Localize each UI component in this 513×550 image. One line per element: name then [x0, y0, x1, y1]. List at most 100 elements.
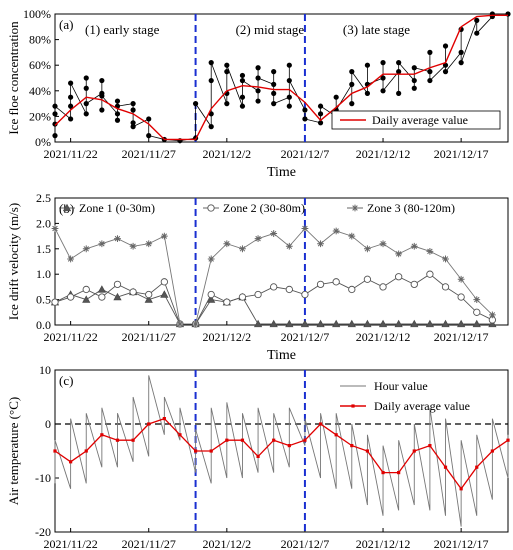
x-tick-label: 2021/12/12 — [356, 537, 411, 550]
data-point — [224, 101, 230, 107]
legend-label: Daily average value — [374, 399, 470, 413]
data-point — [334, 433, 338, 437]
data-point — [99, 77, 105, 84]
data-point — [427, 77, 433, 84]
y-tick-label: 1.0 — [36, 267, 51, 281]
x-tick-label: 2021/11/27 — [122, 147, 176, 161]
data-point — [52, 133, 58, 139]
data-point — [129, 242, 137, 250]
axes-frame — [54, 369, 509, 533]
data-point — [412, 449, 416, 453]
legend-label: Daily average value — [372, 113, 468, 127]
panel-b: 0.0 0.5 1.0 1.5 2.0 2.5 2021/11/22 2021/11/27 20… — [6, 191, 509, 363]
x-tick-label: 2021/12/17 — [434, 537, 489, 550]
data-point — [113, 280, 122, 289]
data-point — [349, 69, 355, 75]
data-point — [255, 65, 261, 71]
data-point — [442, 255, 449, 263]
x-tick-label: 2021/12/2 — [202, 147, 251, 161]
data-point — [130, 101, 136, 107]
data-point — [254, 235, 262, 243]
data-point — [208, 77, 214, 84]
legend-label: Zone 2 (30-80m) — [223, 201, 305, 215]
data-point — [285, 319, 294, 328]
y-tick-label: 60% — [29, 58, 51, 72]
data-point — [192, 101, 199, 107]
data-point — [332, 319, 341, 328]
data-point — [396, 60, 402, 66]
data-point — [428, 444, 432, 448]
data-point — [129, 288, 137, 296]
data-point — [475, 465, 479, 469]
data-point — [238, 293, 247, 301]
data-point — [223, 298, 231, 306]
data-point — [347, 319, 356, 328]
data-point — [286, 77, 292, 84]
data-point — [364, 62, 371, 68]
y-tick-label: 10 — [39, 363, 51, 377]
data-point — [207, 295, 216, 303]
data-point — [84, 449, 88, 453]
data-point — [411, 85, 417, 91]
data-point — [316, 280, 325, 289]
data-point — [396, 69, 402, 75]
y-tick-label: 2.0 — [36, 216, 51, 230]
data-point — [490, 449, 494, 453]
data-point — [239, 72, 246, 79]
data-point — [394, 319, 403, 328]
data-point — [379, 283, 387, 291]
data-point — [115, 438, 120, 442]
data-point — [474, 30, 480, 36]
data-point — [193, 449, 198, 453]
data-point — [98, 293, 106, 301]
x-axis-label: Time — [267, 165, 296, 180]
y-tick-label: 100% — [23, 7, 51, 21]
data-point — [285, 285, 293, 294]
data-point — [271, 69, 277, 75]
y-tick-label: 80% — [29, 33, 51, 47]
data-point — [427, 69, 433, 75]
data-point — [458, 60, 464, 66]
x-tick-label: 2021/12/7 — [281, 147, 330, 161]
x-tick-label: 2021/11/27 — [122, 330, 176, 344]
data-point — [82, 285, 90, 294]
data-point — [379, 240, 387, 248]
x-tick-label: 2021/12/12 — [356, 147, 411, 161]
data-point — [83, 101, 89, 107]
data-point — [69, 460, 73, 464]
legend-label: Zone 1 (0-30m) — [79, 201, 155, 215]
data-point — [68, 103, 74, 109]
data-point — [318, 422, 323, 426]
data-point — [269, 319, 278, 328]
x-tick-label: 2021/11/22 — [44, 147, 98, 161]
data-point — [51, 225, 59, 232]
data-point — [272, 438, 276, 442]
data-point — [255, 75, 261, 81]
data-point — [459, 487, 463, 491]
data-point — [442, 43, 449, 49]
x-tick-label: 2021/12/17 — [434, 330, 489, 344]
x-tick-label: 2021/11/22 — [44, 330, 98, 344]
data-point — [97, 285, 106, 293]
data-point — [285, 242, 293, 250]
data-point — [378, 319, 388, 328]
legend-label: Zone 3 (80-120m) — [367, 201, 455, 215]
data-point — [380, 75, 386, 81]
data-point — [317, 240, 324, 248]
data-point — [224, 62, 230, 68]
data-point — [255, 98, 261, 104]
data-point — [442, 62, 449, 68]
x-tick-label: 2021/12/7 — [281, 537, 330, 550]
data-point — [130, 107, 136, 113]
data-point — [271, 81, 277, 87]
data-point — [146, 116, 152, 122]
legend-marker — [351, 204, 359, 212]
data-point — [160, 290, 169, 298]
data-point — [68, 116, 74, 122]
data-point — [68, 94, 74, 100]
data-point — [255, 88, 261, 94]
data-point — [396, 90, 402, 96]
data-point — [410, 242, 418, 250]
series-line-daily-average — [54, 417, 509, 490]
data-point — [426, 270, 434, 278]
